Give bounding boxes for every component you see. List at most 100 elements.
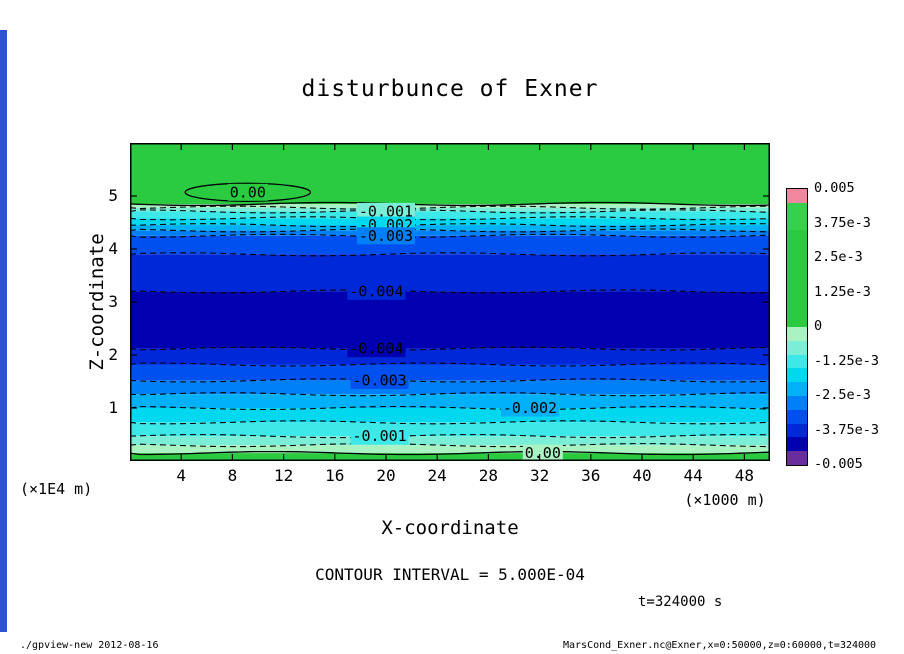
colorbar-tick-label: -3.75e-3 bbox=[814, 421, 880, 438]
colorbar-tick-label: -0.005 bbox=[814, 456, 863, 472]
colorbar-tick-label: 1.25e-3 bbox=[814, 283, 871, 300]
y-tick-label: 4 bbox=[108, 239, 118, 258]
colorbar-segment bbox=[787, 216, 807, 231]
x-axis-tick-labels: 4 8 12 16 20 24 28 32 36 40 44 48 bbox=[130, 466, 770, 486]
x-axis-unit-label: (×1000 m) bbox=[684, 491, 766, 509]
colorbar-tick-label: -1.25e-3 bbox=[814, 352, 880, 369]
footer-file-info: MarsCond_Exner.nc@Exner,x=0:50000,z=0:60… bbox=[563, 640, 877, 651]
contour-fill-band bbox=[130, 225, 770, 231]
colorbar-segment bbox=[787, 230, 807, 245]
contour-interval-caption: CONTOUR INTERVAL = 5.000E-04 bbox=[315, 565, 585, 584]
colorbar-segment bbox=[787, 354, 807, 369]
contour-fill-band bbox=[130, 453, 770, 461]
contour-label-bg bbox=[501, 399, 559, 417]
chart-title: disturbunce of Exner bbox=[301, 76, 599, 102]
contour-line bbox=[130, 233, 770, 238]
x-tick-label: 48 bbox=[734, 466, 755, 485]
x-tick-label: 20 bbox=[376, 466, 396, 485]
contour-label: -0.004 bbox=[349, 340, 403, 358]
contour-fill-band bbox=[130, 235, 770, 255]
zero-contour-ellipse bbox=[184, 182, 312, 202]
contour-label-bg bbox=[350, 371, 409, 389]
contour-line bbox=[130, 346, 770, 351]
contour-label-bg bbox=[357, 227, 415, 245]
contour-fill-band bbox=[130, 380, 770, 395]
colorbar-segment bbox=[787, 285, 807, 300]
contour-plot-area: -0.001 -0.002 -0.003 -0.004 -0.004 -0.003 -0.0… bbox=[130, 143, 770, 461]
x-axis-label: X-coordinate bbox=[381, 517, 519, 539]
contour-line bbox=[130, 205, 770, 210]
x-tick-label: 44 bbox=[683, 466, 703, 485]
contour-line bbox=[130, 420, 770, 425]
contour-fill-band bbox=[130, 394, 770, 408]
contour-fill-band bbox=[130, 445, 770, 453]
colorbar-segment bbox=[787, 271, 807, 286]
colorbar bbox=[786, 188, 808, 466]
contour-line bbox=[130, 201, 770, 207]
contour-label: -0.003 bbox=[353, 371, 407, 389]
colorbar-segment bbox=[787, 437, 807, 452]
contour-line bbox=[130, 405, 770, 411]
colorbar-segment bbox=[787, 257, 807, 272]
contour-fill-band bbox=[130, 408, 770, 423]
contour-fill-band bbox=[130, 207, 770, 212]
colorbar-segment bbox=[787, 451, 807, 465]
contour-line bbox=[130, 392, 770, 397]
colorbar-segment bbox=[787, 423, 807, 438]
contour-label: -0.001 bbox=[359, 202, 413, 220]
time-annotation: t=324000 s bbox=[638, 594, 723, 610]
colorbar-segment bbox=[787, 382, 807, 396]
contour-line bbox=[130, 228, 770, 233]
contour-label: -0.004 bbox=[349, 282, 403, 300]
y-tick-label: 1 bbox=[108, 398, 118, 417]
colorbar-segment bbox=[787, 395, 807, 410]
colorbar-segment bbox=[787, 326, 807, 341]
contour-label: -0.002 bbox=[503, 399, 557, 417]
contour-line bbox=[130, 362, 770, 367]
colorbar-tick-labels: 0.005 3.75e-3 2.5e-3 1.25e-3 0 -1.25e-3 -2.5e-… bbox=[814, 180, 898, 472]
contour-label-bg bbox=[522, 444, 563, 461]
x-tick-label: 24 bbox=[427, 466, 447, 485]
contour-fill-band bbox=[130, 218, 770, 226]
contour-line bbox=[130, 450, 770, 456]
x-tick-label: 32 bbox=[529, 466, 550, 485]
contour-plot-svg: -0.001 -0.002 -0.003 -0.004 -0.004 -0.003 -0.0… bbox=[130, 143, 770, 461]
x-tick-label: 4 bbox=[176, 466, 186, 485]
contour-line bbox=[130, 443, 770, 448]
colorbar-tick-label: 2.5e-3 bbox=[814, 249, 863, 265]
contour-label-bg bbox=[227, 183, 268, 201]
colorbar-segment bbox=[787, 202, 807, 217]
contour-fill-band bbox=[130, 254, 770, 292]
contour-fill-band bbox=[130, 291, 770, 349]
x-tick-label: 40 bbox=[632, 466, 652, 485]
x-tick-label: 28 bbox=[478, 466, 499, 485]
contour-label: -0.001 bbox=[353, 427, 407, 445]
contour-fill-band bbox=[130, 230, 770, 236]
x-tick-label: 8 bbox=[227, 466, 238, 485]
contour-line bbox=[130, 378, 770, 383]
contour-line bbox=[130, 216, 770, 221]
colorbar-tick-label: 0.005 bbox=[814, 180, 855, 196]
colorbar-tick-label: 3.75e-3 bbox=[814, 214, 871, 231]
window-left-edge-decoration bbox=[0, 30, 7, 632]
contour-label-bg bbox=[357, 202, 415, 220]
contour-fill-band bbox=[130, 211, 770, 219]
colorbar-segment bbox=[787, 189, 807, 203]
y-tick-label: 5 bbox=[108, 186, 118, 205]
colorbar-segment bbox=[787, 244, 807, 258]
y-axis-unit-label: (×1E4 m) bbox=[20, 480, 93, 498]
colorbar-segment bbox=[787, 340, 807, 355]
contour-fill-band bbox=[130, 143, 770, 204]
contour-line bbox=[130, 252, 770, 257]
x-tick-label: 16 bbox=[325, 466, 345, 485]
x-tick-label: 12 bbox=[273, 466, 294, 485]
contour-label: -0.003 bbox=[359, 227, 413, 245]
y-tick-label: 3 bbox=[108, 292, 118, 311]
contour-line bbox=[130, 223, 770, 228]
contour-fill-band bbox=[130, 364, 770, 381]
colorbar-segment bbox=[787, 313, 807, 327]
y-tick-label: 2 bbox=[108, 345, 118, 364]
contour-label-bg bbox=[347, 282, 406, 300]
colorbar-segment bbox=[787, 368, 807, 383]
